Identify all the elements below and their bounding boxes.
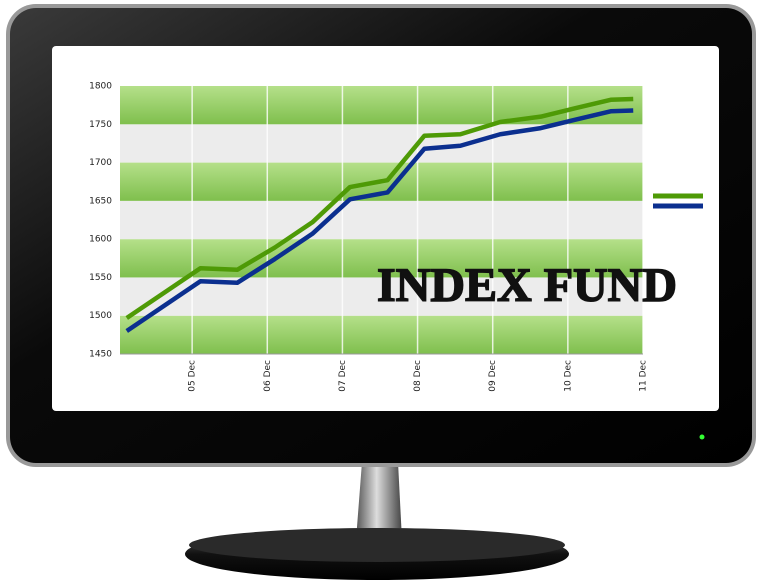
x-tick-label: 11 Dec bbox=[639, 360, 649, 392]
x-tick-label: 07 Dec bbox=[338, 360, 348, 392]
power-led bbox=[700, 435, 705, 440]
y-tick-label: 1550 bbox=[89, 273, 112, 283]
x-tick-label: 05 Dec bbox=[188, 360, 198, 392]
y-tick-label: 1500 bbox=[89, 311, 112, 321]
grid-band bbox=[120, 316, 643, 354]
x-tick-label: 06 Dec bbox=[263, 360, 273, 392]
y-tick-label: 1750 bbox=[89, 120, 112, 130]
y-tick-label: 1650 bbox=[89, 196, 112, 206]
x-tick-label: 09 Dec bbox=[488, 360, 498, 392]
grid-band bbox=[120, 86, 643, 124]
y-tick-label: 1700 bbox=[89, 158, 112, 168]
y-tick-label: 1800 bbox=[89, 82, 112, 92]
monitor-illustration: 1450 1500 1550 1600 1650 1700 1750 1800 05 Dec 06… bbox=[0, 0, 759, 582]
grid-band bbox=[120, 124, 643, 162]
x-tick-label: 10 Dec bbox=[563, 360, 573, 392]
grid-band bbox=[120, 201, 643, 239]
y-tick-label: 1450 bbox=[89, 350, 112, 360]
chart-title: INDEX FUND bbox=[377, 259, 677, 312]
y-tick-label: 1600 bbox=[89, 235, 112, 245]
x-tick-label: 08 Dec bbox=[413, 360, 423, 392]
chart: 1450 1500 1550 1600 1650 1700 1750 1800 05 Dec 06… bbox=[89, 82, 703, 392]
stand bbox=[185, 462, 569, 580]
